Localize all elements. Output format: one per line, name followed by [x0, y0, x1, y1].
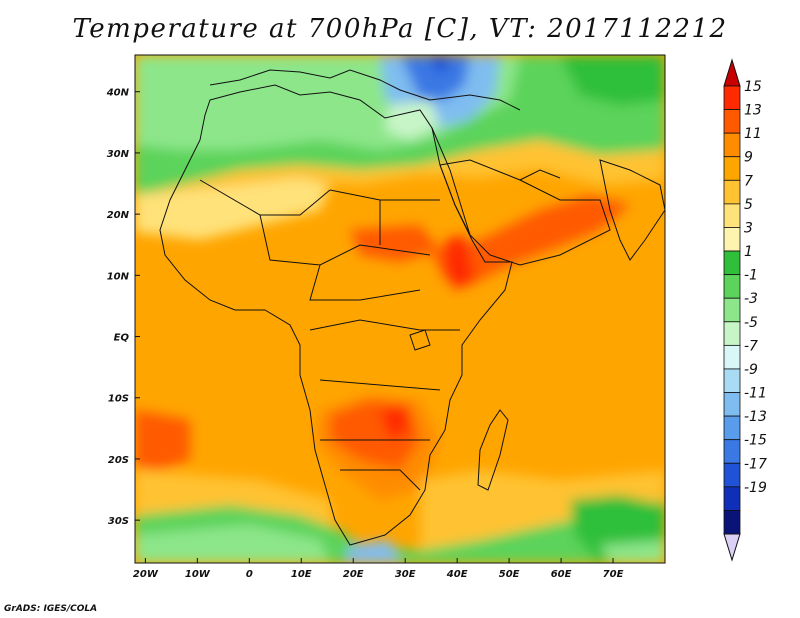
colorbar-label: -15	[744, 433, 767, 449]
lon-tick-label: 20W	[133, 569, 159, 580]
coastlines	[159, 69, 665, 546]
colorbar-segment	[723, 510, 741, 535]
lon-tick-label: 30E	[395, 569, 416, 580]
colorbar-segment	[723, 344, 741, 370]
colorbar-segment	[723, 439, 741, 464]
colorbar-segment	[723, 109, 741, 134]
colorbar-segment	[723, 85, 741, 110]
lat-tick-label: 10S	[108, 394, 129, 405]
colorbar-label: -9	[744, 362, 758, 378]
colorbar-label: -11	[744, 386, 767, 402]
colorbar-segment	[723, 274, 741, 299]
colorbar-segment	[723, 392, 741, 417]
colorbar-label: 1	[744, 244, 753, 260]
colorbar: 15 13 11 9 7 5 3 1 -1 -3 -5 -7 -9 -11 -13 -15 -17 -19	[723, 58, 767, 562]
lat-tick-label: 40N	[106, 88, 130, 99]
lon-tick-label: 70E	[603, 569, 624, 580]
lon-tick-label: 40E	[446, 569, 468, 580]
chart-title: Temperature at 700hPa [C], VT: 201711221…	[72, 14, 728, 44]
colorbar-label: -19	[744, 480, 767, 496]
colorbar-label: 13	[744, 103, 762, 119]
colorbar-label: -5	[744, 315, 758, 331]
colorbar-segment	[723, 415, 741, 441]
colorbar-label: 9	[744, 150, 753, 166]
colorbar-label: -13	[744, 409, 767, 425]
grads-credit: GrADS: IGES/COLA	[4, 604, 98, 614]
lon-tick-label: 20E	[343, 569, 364, 580]
colorbar-label: -7	[744, 338, 758, 354]
lat-tick-label: 30S	[108, 516, 129, 527]
colorbar-label: 15	[744, 79, 762, 95]
lon-tick-label: 0	[246, 569, 253, 580]
colorbar-label: -17	[744, 456, 767, 472]
colorbar-segment	[723, 297, 741, 323]
colorbar-label: 5	[744, 197, 753, 213]
colorbar-segment	[723, 368, 741, 393]
lon-tick-label: 50E	[499, 569, 520, 580]
colorbar-segment	[723, 203, 741, 228]
lat-tick-label: 20S	[108, 455, 129, 466]
lon-tick-label: 60E	[551, 569, 572, 580]
map-frame	[134, 54, 666, 564]
colorbar-segment	[723, 250, 741, 276]
colorbar-label: -3	[744, 291, 758, 307]
colorbar-label: 3	[744, 220, 753, 236]
latitude-ticks: 40N 30N 20N 10N EQ 10S 20S 30S	[106, 88, 140, 527]
colorbar-segment	[723, 132, 741, 158]
colorbar-segment	[723, 321, 741, 346]
lon-tick-label: 10W	[185, 569, 211, 580]
longitude-ticks: 20W 10W 0 10E 20E 30E 40E 50E 60E 70E	[133, 558, 624, 580]
lat-tick-label: EQ	[114, 333, 130, 344]
colorbar-label: -1	[744, 268, 758, 284]
lon-tick-label: 10E	[291, 569, 312, 580]
lat-tick-label: 10N	[107, 271, 130, 282]
colorbar-segment	[723, 179, 741, 205]
temperature-field	[135, 55, 665, 563]
colorbar-segment	[723, 227, 741, 252]
colorbar-top-arrow	[723, 58, 741, 87]
lat-tick-label: 30N	[107, 149, 130, 160]
colorbar-bottom-arrow	[723, 533, 741, 562]
lat-tick-label: 20N	[107, 210, 130, 221]
colorbar-segment	[723, 156, 741, 181]
colorbar-segment	[723, 462, 741, 488]
colorbar-segment	[723, 486, 741, 511]
colorbar-label: 11	[744, 126, 762, 142]
colorbar-label: 7	[744, 173, 753, 189]
